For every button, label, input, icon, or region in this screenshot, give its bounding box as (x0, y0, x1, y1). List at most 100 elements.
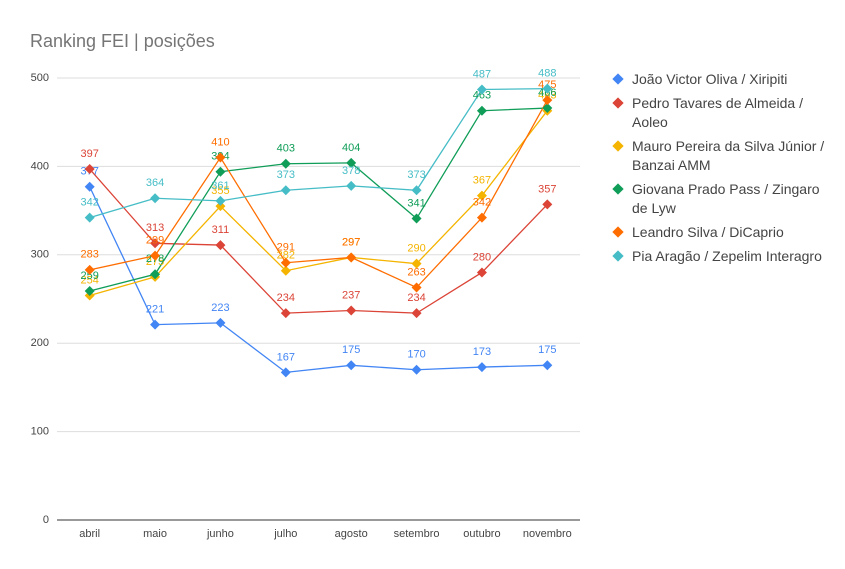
data-label: 342 (81, 197, 99, 209)
data-point (84, 212, 95, 223)
y-tick-label: 300 (31, 249, 49, 261)
data-label: 410 (211, 136, 229, 148)
x-tick-label: agosto (335, 528, 368, 540)
legend-label: Leandro Silva / DiCaprio (632, 224, 784, 240)
legend-label: Pia Aragão / Zepelim Interagro (632, 248, 822, 264)
x-tick-label: outubro (463, 528, 500, 540)
data-point (215, 195, 226, 206)
legend-item: Pedro Tavares de Almeida / Aoleo (612, 94, 827, 132)
data-point (215, 152, 226, 163)
data-label: 355 (211, 185, 229, 197)
data-label: 254 (81, 274, 99, 286)
data-label: 404 (342, 142, 360, 154)
data-point (280, 367, 291, 378)
data-label: 311 (212, 224, 230, 236)
data-point (280, 265, 291, 276)
data-label: 259 (81, 270, 99, 282)
data-label: 283 (81, 249, 99, 261)
data-label: 297 (342, 236, 360, 248)
data-point (84, 264, 95, 275)
data-label: 373 (277, 169, 295, 181)
data-point (542, 199, 553, 210)
series-line (89, 110, 548, 297)
data-point (476, 84, 487, 95)
data-label: 357 (538, 183, 556, 195)
y-tick-label: 500 (31, 72, 49, 84)
series-line (89, 168, 548, 314)
data-point (542, 95, 553, 106)
legend-label: Giovana Prado Pass / Zingaro de Lyw (632, 181, 820, 216)
data-label: 167 (277, 351, 295, 363)
data-point (346, 305, 357, 316)
data-point (542, 83, 553, 94)
data-point (411, 308, 422, 319)
data-point (84, 164, 95, 175)
data-label: 234 (407, 292, 425, 304)
y-tick-label: 200 (31, 337, 49, 349)
data-point (476, 267, 487, 278)
y-tick-label: 0 (43, 514, 49, 526)
data-point (215, 240, 226, 251)
data-point (150, 238, 161, 249)
data-label: 223 (211, 302, 229, 314)
data-point (215, 201, 226, 212)
data-point (411, 213, 422, 224)
data-point (346, 180, 357, 191)
data-point (215, 166, 226, 177)
data-label: 175 (342, 344, 360, 356)
data-label: 403 (277, 143, 295, 155)
legend-label: Pedro Tavares de Almeida / Aoleo (632, 95, 803, 130)
data-label: 463 (473, 90, 491, 102)
legend-swatch (612, 73, 624, 85)
y-tick-label: 100 (31, 426, 49, 438)
data-label: 291 (277, 242, 295, 254)
data-point (150, 193, 161, 204)
data-point (346, 157, 357, 168)
legend-item: Leandro Silva / DiCaprio (612, 223, 827, 242)
legend-swatch (612, 226, 624, 238)
data-point (280, 308, 291, 319)
x-tick-label: julho (273, 528, 297, 540)
data-point (476, 362, 487, 373)
data-point (150, 250, 161, 261)
data-label: 237 (342, 289, 360, 301)
data-label: 234 (277, 292, 295, 304)
x-tick-label: junho (206, 528, 234, 540)
data-point (346, 252, 357, 263)
data-label: 488 (538, 68, 556, 80)
series-line (89, 87, 548, 219)
data-point (542, 103, 553, 114)
data-label: 290 (407, 243, 425, 255)
data-point (542, 360, 553, 371)
data-label: 361 (211, 180, 229, 192)
legend-swatch (612, 183, 624, 195)
data-label: 282 (277, 250, 295, 262)
series-line (89, 99, 548, 289)
chart-title: Ranking FEI | posições (30, 31, 215, 51)
legend-label: Mauro Pereira da Silva Júnior / Banzai A… (632, 138, 825, 173)
x-tick-label: setembro (394, 528, 440, 540)
legend-item: Giovana Prado Pass / Zingaro de Lyw (612, 180, 827, 218)
data-label: 313 (146, 222, 164, 234)
data-point (150, 269, 161, 280)
data-label: 170 (407, 349, 425, 361)
data-point (150, 319, 161, 330)
data-point (411, 258, 422, 269)
data-label: 263 (407, 266, 425, 278)
data-point (280, 158, 291, 169)
data-point (476, 212, 487, 223)
data-label: 364 (146, 177, 164, 189)
data-label: 173 (473, 346, 491, 358)
legend-swatch (612, 97, 624, 109)
data-label: 299 (146, 235, 164, 247)
data-label: 275 (146, 256, 164, 268)
data-point (280, 185, 291, 196)
data-point (280, 257, 291, 268)
data-point (346, 360, 357, 371)
x-tick-label: novembro (523, 528, 572, 540)
data-point (411, 185, 422, 196)
x-tick-label: maio (143, 528, 167, 540)
data-label: 373 (407, 169, 425, 181)
data-label: 341 (407, 197, 425, 209)
